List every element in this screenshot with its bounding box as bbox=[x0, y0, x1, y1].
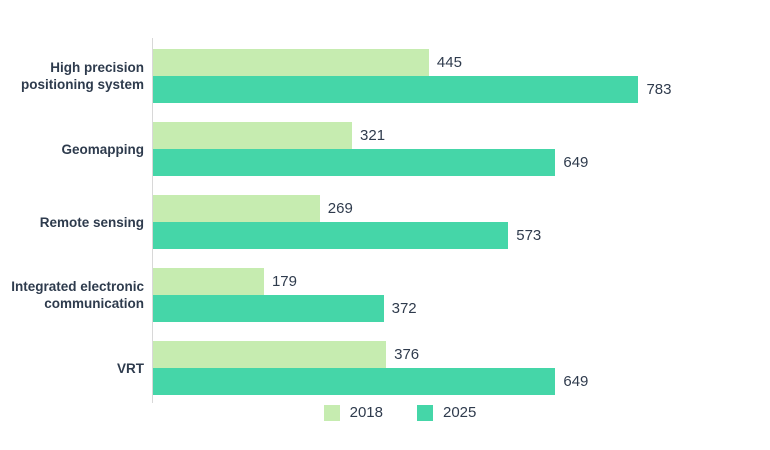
bar-pair: 321 649 bbox=[153, 122, 770, 176]
value-label: 573 bbox=[516, 227, 542, 244]
bar-row-2025: 649 bbox=[153, 149, 770, 176]
bar-pair: 445 783 bbox=[153, 49, 770, 103]
legend-swatch-2018 bbox=[323, 404, 340, 421]
bar-row-2018: 445 bbox=[153, 49, 770, 76]
value-label: 649 bbox=[563, 154, 589, 171]
bar-2025 bbox=[153, 222, 509, 249]
category-label: VRT bbox=[117, 360, 144, 376]
bar-row-2018: 321 bbox=[153, 122, 770, 149]
legend-label-2025: 2025 bbox=[443, 404, 477, 421]
bar-row-2018: 179 bbox=[153, 268, 770, 295]
category-label: Integrated electronic communication bbox=[11, 279, 144, 311]
value-label: 372 bbox=[391, 300, 417, 317]
legend-swatch-2025 bbox=[417, 404, 433, 421]
bar-group: VRT 376 649 bbox=[0, 341, 770, 395]
bar-2025 bbox=[153, 368, 556, 395]
bar-pair: 179 372 bbox=[153, 268, 770, 322]
bar-2018 bbox=[153, 195, 320, 222]
bar-row-2025: 372 bbox=[153, 295, 770, 322]
bar-row-2018: 269 bbox=[153, 195, 770, 222]
chart-legend: 2018 2025 bbox=[152, 404, 648, 421]
bar-2018 bbox=[153, 341, 387, 368]
category-label: Geomapping bbox=[61, 141, 144, 157]
y-axis-line bbox=[152, 38, 153, 403]
bar-group: Integrated electronic communication 179 37… bbox=[0, 268, 770, 322]
bar-2018 bbox=[153, 268, 264, 295]
value-label: 179 bbox=[271, 273, 297, 290]
bar-pair: 269 573 bbox=[153, 195, 770, 249]
category-label: High precision positioning system bbox=[20, 60, 144, 92]
bar-2018 bbox=[153, 122, 353, 149]
value-label: 445 bbox=[436, 54, 462, 71]
bar-2025 bbox=[153, 76, 639, 103]
legend-item-2018: 2018 bbox=[323, 404, 383, 421]
category-label: Remote sensing bbox=[39, 214, 144, 230]
bar-2025 bbox=[153, 295, 384, 322]
bar-2018 bbox=[153, 49, 429, 76]
chart-plot-area: High precision positioning system 445 783 G… bbox=[0, 49, 770, 395]
bar-row-2025: 783 bbox=[153, 76, 770, 103]
bar-2025 bbox=[153, 149, 556, 176]
value-label: 649 bbox=[563, 373, 589, 390]
bar-pair: 376 649 bbox=[153, 341, 770, 395]
bar-group: Geomapping 321 649 bbox=[0, 122, 770, 176]
value-label: 783 bbox=[646, 81, 672, 98]
value-label: 376 bbox=[394, 346, 420, 363]
bar-row-2018: 376 bbox=[153, 341, 770, 368]
value-label: 321 bbox=[360, 127, 386, 144]
bar-group: Remote sensing 269 573 bbox=[0, 195, 770, 249]
legend-item-2025: 2025 bbox=[417, 404, 476, 421]
bar-row-2025: 649 bbox=[153, 368, 770, 395]
bar-group: High precision positioning system 445 783 bbox=[0, 49, 770, 103]
legend-label-2018: 2018 bbox=[349, 404, 383, 421]
bar-row-2025: 573 bbox=[153, 222, 770, 249]
value-label: 269 bbox=[327, 200, 353, 217]
